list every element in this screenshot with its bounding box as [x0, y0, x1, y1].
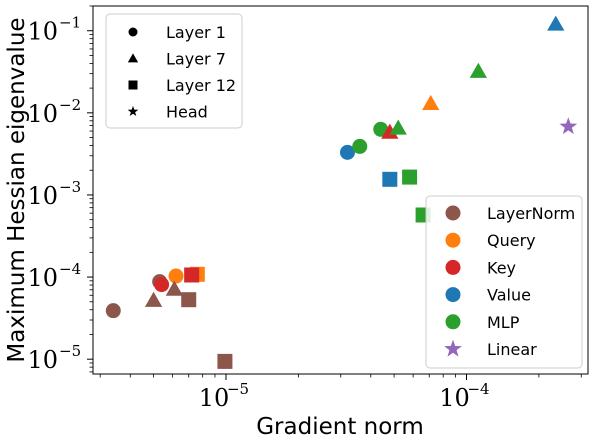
legend-marker-star: [127, 105, 139, 117]
marker-legend-label: Layer 1: [166, 23, 226, 42]
marker-legend-label: Head: [166, 103, 208, 122]
data-point-square: [402, 169, 418, 185]
color-legend-label: Query: [487, 231, 536, 250]
color-legend-frame: [425, 195, 583, 369]
data-point-circle: [168, 268, 184, 284]
color-legend-label: LayerNorm: [487, 204, 575, 223]
x-tick-exponent: −5: [227, 380, 249, 398]
legend-swatch-value: [445, 287, 461, 303]
y-tick-label: 10: [27, 100, 58, 128]
y-tick-exponent: −3: [59, 178, 81, 196]
y-tick-exponent: −2: [59, 96, 81, 114]
y-tick-exponent: −4: [59, 260, 81, 278]
y-tick-exponent: −5: [59, 342, 81, 360]
marker-legend: Layer 1 Layer 7 Layer 12 Head: [105, 13, 243, 129]
y-tick-label: 10: [27, 264, 58, 292]
x-tick-label: 10: [199, 384, 230, 412]
data-point-square: [184, 267, 200, 283]
color-legend-label: Key: [487, 258, 516, 277]
data-point-triangle: [422, 94, 440, 110]
color-legend-label: Linear: [487, 340, 537, 359]
legend-swatch-mlp: [445, 314, 461, 330]
legend-swatch-layernorm: [445, 205, 461, 221]
color-legend: LayerNorm Query Key Value MLP Linear: [425, 195, 583, 369]
color-legend-label: MLP: [487, 313, 520, 332]
data-point-triangle: [381, 123, 399, 139]
plot-frame: [92, 5, 589, 375]
y-tick-label: 10: [27, 346, 58, 374]
data-point-circle: [154, 277, 170, 293]
y-axis-title: Maximum Hessian eigenvalue: [4, 17, 30, 362]
y-tick-exponent: −1: [59, 14, 81, 32]
major-ticks: 10−5 10−410−510−410−310−210−1: [27, 14, 489, 412]
data-point-triangle: [469, 62, 487, 78]
data-point-circle: [105, 303, 121, 319]
x-tick-exponent: −4: [467, 380, 489, 398]
data-point-triangle: [165, 280, 183, 296]
color-legend-label: Value: [487, 286, 531, 305]
legend-swatch-key: [445, 259, 461, 275]
marker-legend-label: Layer 7: [166, 50, 226, 69]
x-axis-title: Gradient norm: [256, 414, 424, 440]
data-points: [105, 15, 578, 369]
data-point-triangle: [547, 15, 565, 31]
legend-swatch-query: [445, 232, 461, 248]
data-point-triangle: [144, 291, 163, 307]
data-point-circle: [352, 138, 368, 154]
data-point-circle: [339, 144, 355, 160]
minor-ticks: [89, 5, 582, 378]
legend-swatch-linear: [444, 339, 462, 357]
y-tick-label: 10: [27, 18, 58, 46]
data-point-square: [181, 292, 197, 308]
data-point-square: [382, 171, 398, 187]
data-point-square: [217, 353, 233, 369]
marker-legend-frame: [105, 13, 243, 129]
y-tick-label: 10: [27, 182, 58, 210]
data-point-triangle: [389, 119, 407, 135]
x-tick-label: 10: [439, 384, 470, 412]
legend-marker-circle: [128, 27, 138, 37]
marker-legend-label: Layer 12: [166, 76, 236, 95]
data-point-star: [559, 117, 578, 135]
legend-marker-triangle: [127, 53, 139, 63]
legend-marker-square: [128, 80, 138, 90]
